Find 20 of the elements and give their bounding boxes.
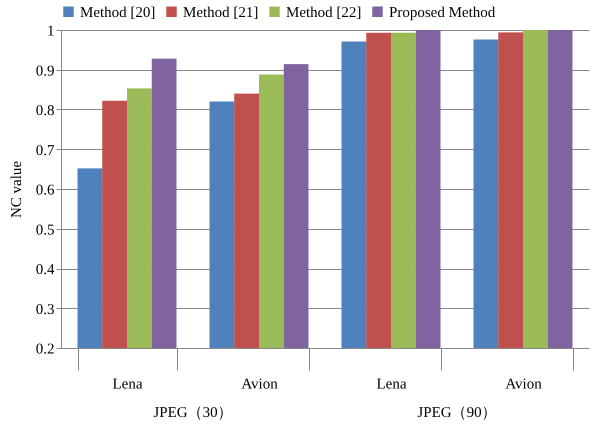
- legend-label: Method [21]: [183, 4, 258, 21]
- y-tick-label: 0.5: [36, 222, 54, 238]
- y-tick-label: 0.2: [36, 342, 54, 358]
- y-tick-label: 0.3: [36, 302, 54, 318]
- legend-label: Method [22]: [286, 4, 362, 21]
- y-tick-label: 0.7: [36, 142, 55, 159]
- y-tick-label: 0.6: [36, 182, 55, 198]
- text: JPEG（90）: [417, 405, 497, 421]
- x-tick-label: Lena: [376, 376, 407, 392]
- y-tick-label: 0.8: [36, 103, 54, 119]
- x-tick-label: Avion: [505, 376, 542, 392]
- y-axis-title: NC value: [8, 160, 25, 218]
- x-tick-label: Avion: [241, 376, 278, 392]
- x-tick-label: Lena: [112, 376, 143, 392]
- legend-label: Method [20]: [80, 4, 156, 21]
- y-tick-label: 1: [47, 24, 54, 40]
- text: JPEG（30）: [153, 405, 233, 421]
- legend-label: Proposed Method: [389, 4, 496, 21]
- y-tick-label: 0.4: [36, 262, 55, 278]
- y-tick-label: 0.9: [36, 63, 54, 80]
